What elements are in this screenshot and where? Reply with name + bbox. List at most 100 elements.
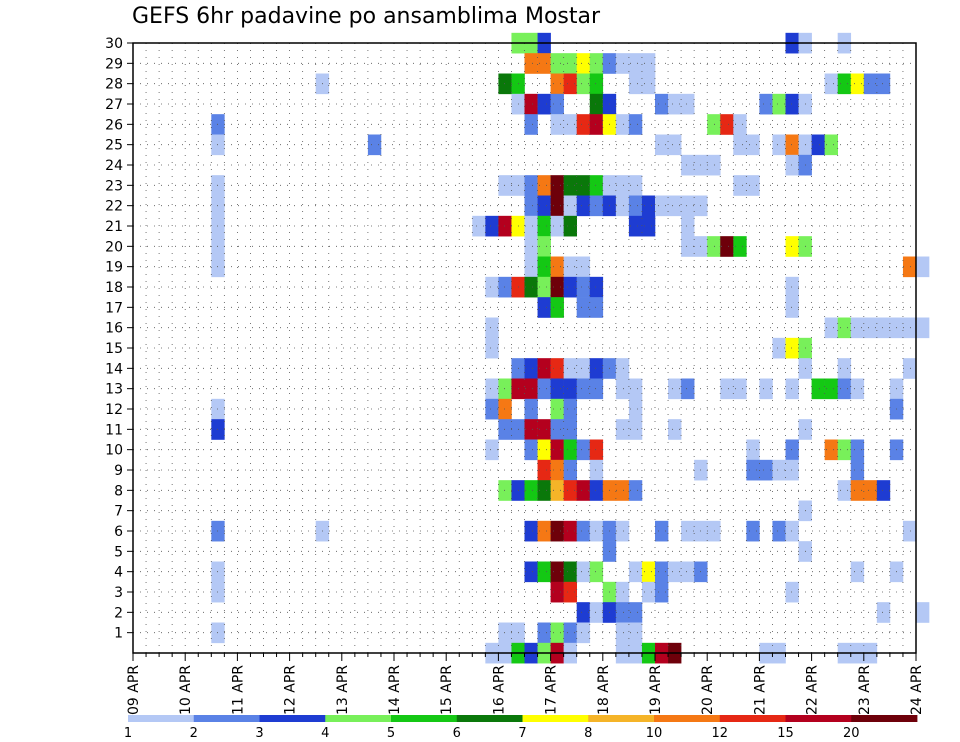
- heatmap-cell: [550, 439, 564, 461]
- heatmap-cell: [524, 419, 538, 440]
- heatmap-cell: [537, 215, 551, 237]
- heatmap-cell: [550, 53, 564, 74]
- heatmap-cell: [537, 236, 551, 257]
- heatmap-cell: [837, 378, 852, 400]
- heatmap-cell: [563, 459, 577, 481]
- heatmap-cell: [641, 215, 656, 237]
- y-tick-label: 23: [105, 178, 123, 194]
- grid-lines: [133, 43, 916, 653]
- heatmap-cell: [550, 195, 564, 217]
- heatmap-cell: [524, 215, 538, 237]
- y-tick-label: 12: [105, 402, 123, 418]
- heatmap-cell: [668, 419, 682, 440]
- heatmap-cell: [628, 175, 643, 196]
- heatmap-cell: [655, 93, 669, 115]
- heatmap-cell: [550, 459, 564, 481]
- heatmap-cell: [589, 358, 604, 379]
- heatmap-cell: [550, 297, 564, 318]
- heatmap-cell: [550, 622, 564, 644]
- legend-label: 15: [777, 726, 794, 741]
- heatmap-cell: [850, 459, 865, 481]
- heatmap-cell: [785, 581, 799, 603]
- heatmap-cell: [707, 236, 721, 257]
- heatmap-cell: [537, 175, 551, 196]
- heatmap-cell: [863, 73, 878, 95]
- heatmap-cell: [589, 93, 604, 115]
- heatmap-cell: [485, 317, 499, 339]
- heatmap-cell: [655, 561, 669, 583]
- heatmap-cell: [550, 114, 564, 135]
- heatmap-cell: [824, 378, 838, 400]
- legend-swatch: [128, 715, 195, 722]
- heatmap-cell: [772, 337, 786, 359]
- heatmap-cell: [628, 53, 643, 74]
- y-tick-label: 6: [114, 524, 123, 540]
- x-tick-label: 22 APR: [805, 665, 821, 715]
- heatmap-cell: [563, 175, 577, 196]
- heatmap-cell: [485, 439, 499, 461]
- heatmap-cell: [524, 520, 538, 542]
- x-tick-label: 20 APR: [700, 665, 716, 715]
- heatmap-cell: [589, 439, 604, 461]
- heatmap-cell: [537, 439, 551, 461]
- heatmap-cell: [746, 520, 760, 542]
- heatmap-cell: [576, 520, 591, 542]
- legend-label: 4: [321, 726, 329, 741]
- heatmap-cell: [537, 195, 551, 217]
- heatmap-cell: [589, 175, 604, 196]
- legend-swatch: [456, 715, 523, 722]
- heatmap-cell: [615, 175, 630, 196]
- heatmap-cell: [628, 215, 643, 237]
- heatmap-cell: [576, 195, 591, 217]
- heatmap-cell: [746, 459, 760, 481]
- heatmap-cell: [824, 439, 838, 461]
- heatmap-cell: [785, 378, 799, 400]
- x-tick-label: 17 APR: [544, 665, 560, 715]
- heatmap-cell: [576, 276, 591, 298]
- heatmap-cell: [615, 53, 630, 74]
- color-legend: 1 2 3 4 5 6 7 8 10 12 15 20: [124, 715, 918, 741]
- heatmap-cell: [733, 236, 747, 257]
- heatmap-cell: [628, 419, 643, 440]
- heatmap-cell: [563, 276, 577, 298]
- heatmap-cell: [563, 378, 577, 400]
- heatmap-cell: [589, 276, 604, 298]
- heatmap-cell: [720, 236, 734, 257]
- heatmap-cell: [628, 378, 643, 400]
- heatmap-cell: [824, 317, 838, 339]
- x-tick-label: 10 APR: [178, 665, 194, 715]
- legend-label: 20: [843, 726, 860, 741]
- heatmap-cell: [615, 581, 630, 603]
- heatmap-cell: [537, 378, 551, 400]
- y-tick-label: 15: [105, 341, 123, 357]
- heatmap-cell: [837, 73, 852, 95]
- heatmap-cell: [576, 622, 591, 644]
- heatmap-cell: [916, 602, 930, 623]
- heatmap-cell: [589, 561, 604, 583]
- heatmap-cell: [485, 398, 499, 420]
- y-tick-label: 30: [105, 36, 123, 52]
- heatmap-cell: [537, 520, 551, 542]
- heatmap-cell: [563, 581, 577, 603]
- y-tick-label: 26: [105, 117, 123, 133]
- heatmap-cell: [615, 480, 630, 501]
- heatmap-cell: [850, 561, 865, 583]
- heatmap-cell: [863, 317, 878, 339]
- heatmap-cell: [485, 215, 499, 237]
- heatmap-cell: [785, 154, 799, 176]
- heatmap-cell: [615, 358, 630, 379]
- heatmap-cell: [576, 378, 591, 400]
- y-tick-label: 13: [105, 382, 123, 398]
- heatmap-cell: [576, 114, 591, 135]
- heatmap-cell: [902, 256, 917, 278]
- heatmap-cell: [563, 195, 577, 217]
- heatmap-cell: [641, 53, 656, 74]
- heatmap-cell: [524, 236, 538, 257]
- heatmap-cell: [615, 114, 630, 135]
- heatmap-cell: [902, 317, 917, 339]
- heatmap-cell: [498, 175, 512, 196]
- heatmap-cell: [537, 561, 551, 583]
- heatmap-cell: [615, 520, 630, 542]
- x-tick-label: 18 APR: [596, 665, 612, 715]
